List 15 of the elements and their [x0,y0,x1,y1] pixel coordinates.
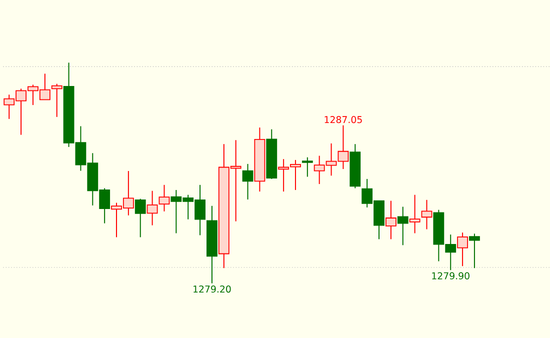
candlestick [302,156,313,178]
candlestick [409,194,420,234]
annotation: 1279.90 [432,272,470,280]
annotation: 1279.20 [194,285,231,293]
candlestick [242,163,254,200]
candlestick [457,232,468,267]
annotation: 1287.05 [324,116,362,124]
candlestick [469,233,480,269]
candlestick [158,184,170,212]
candlestick [421,199,432,230]
candlestick [397,206,408,246]
candlestick [385,200,396,240]
candlestick [51,83,62,118]
candlestick [134,198,146,238]
candlestick [146,190,158,226]
